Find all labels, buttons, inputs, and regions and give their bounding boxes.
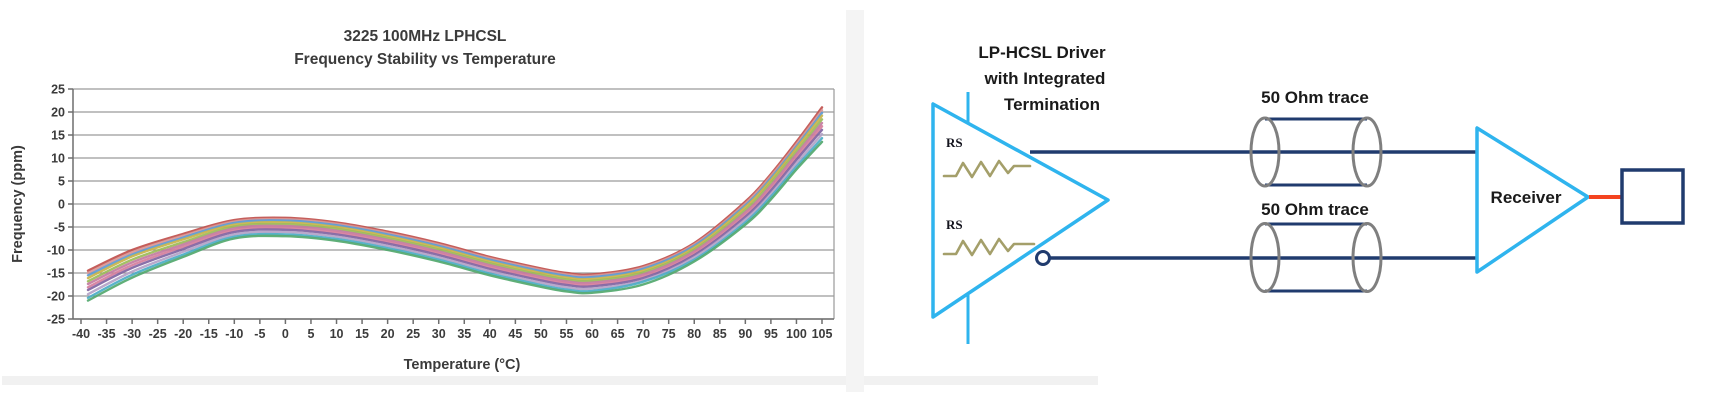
x-tick-label: -35 [98,327,116,341]
x-tick-label: -25 [149,327,167,341]
x-tick-label: 55 [560,327,574,341]
series-curve-unit-4 [86,114,824,281]
y-tick-label: 10 [51,152,65,166]
series-curve-unit-3 [86,111,824,279]
series-curve-unit-9 [86,132,824,296]
x-tick-label: 105 [812,327,833,341]
y-tick-label: 5 [58,175,65,189]
cylinder-top-icon [1249,116,1383,188]
series-curve-unit-8 [86,128,824,292]
x-tick-label: 25 [406,327,420,341]
x-tick-label: 5 [307,327,314,341]
y-tick-label: -25 [47,313,65,327]
diagram: LP-HCSL Driver with Integrated Terminati… [931,43,1685,344]
x-tick-label: 70 [636,327,650,341]
x-tick-label: 65 [611,327,625,341]
y-tick-label: -15 [47,267,65,281]
series-curve-unit-2 [86,109,824,278]
series-curve-unit-7 [86,125,824,289]
x-tick-label: 75 [662,327,676,341]
rs-label-top: RS [946,135,963,150]
x-tick-label: 15 [355,327,369,341]
y-tick-label: 25 [51,83,65,97]
inversion-bubble-icon [1035,250,1051,266]
trace-label-bottom: 50 Ohm trace [1261,200,1369,219]
resistor-bottom-icon [942,237,1036,257]
x-tick-label: 85 [713,327,727,341]
x-tick-label: 45 [508,327,522,341]
driver-title-line3: Termination [1004,95,1100,114]
x-tick-label: 60 [585,327,599,341]
x-tick-label: 10 [330,327,344,341]
cylinder-bottom-right-ellipse [1351,222,1383,293]
x-tick-label: 40 [483,327,497,341]
y-axis-title: Frequency (ppm) [10,145,26,263]
chart-subtitle: Frequency Stability vs Temperature [294,51,556,68]
receiver-label: Receiver [1491,188,1562,207]
x-tick-label: 95 [764,327,778,341]
x-tick-label: 0 [282,327,289,341]
x-tick-label: -30 [123,327,141,341]
scan-artifact-strip-bottom [2,376,1098,385]
rs-label-bottom: RS [946,217,963,232]
x-tick-label: -20 [174,327,192,341]
x-tick-label: 50 [534,327,548,341]
driver-title-line1: LP-HCSL Driver [978,43,1106,62]
driver-triangle [931,102,1110,319]
series-curve-unit-5 [86,118,824,283]
receiver-triangle [1475,126,1590,274]
x-axis-title: Temperature (°C) [404,357,521,373]
x-tick-label: 35 [457,327,471,341]
series-curve-unit-6 [86,121,824,286]
chart-title: 3225 100MHz LPHCSL [344,28,507,45]
resistor-top-icon [942,159,1032,179]
x-tick-label: 30 [432,327,446,341]
y-tick-label: -10 [47,244,65,258]
y-tick-label: 15 [51,129,65,143]
x-tick-label: -40 [72,327,90,341]
trace-label-top: 50 Ohm trace [1261,88,1369,107]
x-tick-label: -15 [200,327,218,341]
x-tick-label: 80 [687,327,701,341]
x-tick-label: -5 [254,327,265,341]
series-curve-unit-10 [86,137,824,299]
y-tick-label: -20 [47,290,65,304]
driver-title-line2: with Integrated [984,69,1106,88]
series-curve-unit-1 [86,106,824,276]
cylinder-top-right-ellipse [1351,116,1383,188]
cylinder-bottom-left-ellipse [1249,222,1281,293]
x-tick-label: -10 [225,327,243,341]
x-tick-label: 100 [786,327,807,341]
scan-artifact-strip-divider [846,10,864,392]
cylinder-top-left-ellipse [1249,116,1281,188]
x-tick-label: 20 [381,327,395,341]
x-tick-label: 90 [738,327,752,341]
y-tick-label: 20 [51,106,65,120]
y-tick-label: -5 [54,221,65,235]
y-tick-label: 0 [58,198,65,212]
cylinder-bottom-icon [1249,222,1383,293]
chart: 3225 100MHz LPHCSL Frequency Stability v… [10,28,835,373]
load-square [1620,168,1685,225]
series-curve-unit-11 [86,140,824,302]
